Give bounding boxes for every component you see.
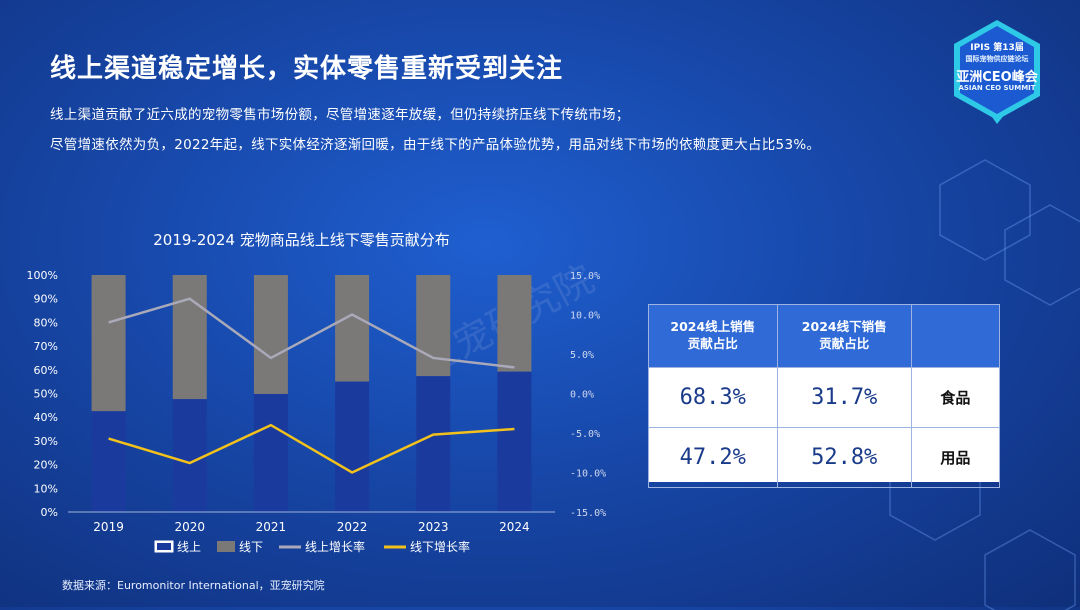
y2-axis-tick-label: 10.0% bbox=[570, 311, 600, 322]
x-axis-tick-label: 2023 bbox=[418, 520, 449, 534]
table-header-line: 2024线上销售 bbox=[670, 319, 756, 335]
bar-offline bbox=[416, 275, 451, 377]
y-axis-tick-label: 20% bbox=[34, 459, 58, 472]
online-growth-line bbox=[108, 297, 515, 369]
logo-line-2: 国际宠物供应链论坛 bbox=[965, 55, 1029, 63]
offline-growth-line bbox=[108, 423, 515, 474]
table-header-offline-text: 2024线下销售 贡献占比 bbox=[779, 319, 910, 353]
x-axis-tick-label: 2024 bbox=[499, 520, 530, 534]
summary-line-2: 尽管增速依然为负，2022年起，线下实体经济逐渐回暖，由于线下的产品体验优势，用… bbox=[50, 137, 821, 153]
bar-offline bbox=[335, 275, 370, 382]
bar-online bbox=[416, 376, 451, 512]
table-header-line: 2024线下销售 bbox=[801, 319, 887, 335]
y2-axis-tick-label: -10.0% bbox=[570, 469, 606, 480]
y-axis-tick-label: 90% bbox=[34, 293, 58, 306]
legend-label: 线上 bbox=[177, 540, 201, 554]
y2-axis-tick-label: -5.0% bbox=[570, 429, 600, 440]
y2-axis-tick-label: -15.0% bbox=[570, 508, 606, 519]
table-cell-online: 68.3% bbox=[648, 367, 778, 428]
table-row: 47.2% 52.8% 用品 bbox=[648, 427, 1001, 488]
table-header-online: 2024线上销售 贡献占比 bbox=[648, 304, 778, 368]
legend-swatch bbox=[217, 541, 235, 552]
x-axis-tick-label: 2021 bbox=[256, 520, 287, 534]
summit-logo bbox=[954, 20, 1040, 124]
y2-axis-tick-label: 15.0% bbox=[570, 271, 600, 282]
y2-axis-tick-label: 5.0% bbox=[570, 350, 594, 361]
bar-online bbox=[335, 381, 370, 512]
y-axis-tick-label: 70% bbox=[34, 340, 58, 353]
table-row: 68.3% 31.7% 食品 bbox=[648, 367, 1001, 428]
data-source-note: 数据来源：Euromonitor International，亚宠研究院 bbox=[62, 579, 325, 592]
slide-title: 线上渠道稳定增长，实体零售重新受到关注 bbox=[50, 54, 564, 84]
table-cell-offline: 52.8% bbox=[776, 427, 912, 488]
x-axis-tick-label: 2022 bbox=[337, 520, 368, 534]
y-axis-tick-label: 60% bbox=[34, 364, 58, 377]
table-header-offline: 2024线下销售 贡献占比 bbox=[776, 304, 912, 368]
y-axis-tick-label: 0% bbox=[41, 506, 58, 519]
logo-line-3: 亚洲CEO峰会 bbox=[956, 70, 1038, 85]
y-axis-tick-label: 50% bbox=[34, 388, 58, 401]
table-row-label: 食品 bbox=[910, 367, 1001, 428]
bar-offline bbox=[497, 275, 532, 372]
bar-online bbox=[253, 393, 288, 512]
chart-title: 2019-2024 宠物商品线上线下零售贡献分布 bbox=[153, 231, 450, 249]
x-axis-tick-label: 2020 bbox=[174, 520, 205, 534]
legend-label: 线下增长率 bbox=[410, 539, 470, 554]
y-axis-tick-label: 30% bbox=[34, 435, 58, 448]
y2-axis-tick-label: 0.0% bbox=[570, 390, 594, 401]
contribution-table: 2024线上销售 贡献占比 2024线下销售 贡献占比 68.3% 31.7% 食品… bbox=[648, 304, 1001, 488]
x-axis-tick-label: 2019 bbox=[93, 520, 124, 534]
legend-swatch-inner bbox=[157, 543, 171, 550]
legend-label: 线上增长率 bbox=[305, 539, 365, 554]
bar-offline bbox=[91, 275, 126, 412]
table-cell-offline: 31.7% bbox=[776, 367, 912, 428]
bar-online bbox=[497, 371, 532, 512]
y-axis-tick-label: 100% bbox=[27, 269, 58, 282]
table-cell-online: 47.2% bbox=[648, 427, 778, 488]
bar-offline bbox=[172, 275, 207, 400]
logo-line-1: IPIS 第13届 bbox=[970, 43, 1024, 53]
summary-line-1: 线上渠道贡献了近六成的宠物零售市场份额，尽管增速逐年放缓，但仍持续挤压线下传统市… bbox=[50, 107, 630, 123]
bar-online bbox=[91, 411, 126, 512]
table-header-category bbox=[910, 304, 1001, 368]
y-axis-tick-label: 40% bbox=[34, 411, 58, 424]
legend-label: 线下 bbox=[239, 540, 263, 554]
y-axis-tick-label: 10% bbox=[34, 482, 58, 495]
y-axis-tick-label: 80% bbox=[34, 316, 58, 329]
table-header-online-text: 2024线上销售 贡献占比 bbox=[650, 319, 776, 353]
table-row-label: 用品 bbox=[910, 427, 1001, 488]
bar-online bbox=[172, 399, 207, 512]
bar-offline bbox=[253, 275, 288, 394]
table-header-line: 贡献占比 bbox=[687, 336, 738, 351]
logo-line-4: ASIAN CEO SUMMIT bbox=[958, 84, 1036, 92]
table-header-line: 贡献占比 bbox=[819, 336, 870, 351]
retail-contribution-chart: 2019-2024 宠物商品线上线下零售贡献分布 0% 10% 20% 30% 40% 50… bbox=[27, 231, 607, 554]
